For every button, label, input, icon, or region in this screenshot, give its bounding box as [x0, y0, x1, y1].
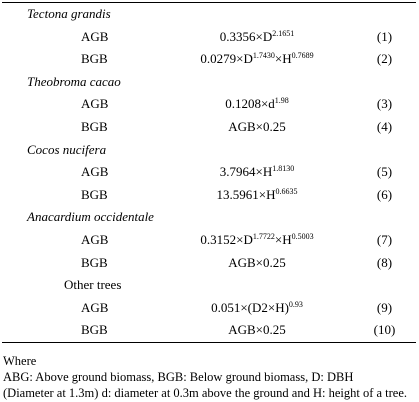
- equation-number: (9): [376, 299, 393, 315]
- biomass-type: AGB: [81, 96, 109, 112]
- species-name: Cocos nucifera: [27, 141, 107, 157]
- equation-number: (3): [376, 96, 393, 112]
- species-row: Cocos nucifera: [2, 139, 416, 161]
- equation-row: AGB 0.051×(D2×H)0.93 (9): [2, 297, 416, 319]
- equation-number: (4): [376, 119, 393, 134]
- equation-number: (6): [376, 186, 393, 202]
- equation-term: 0.051×(D2×H): [211, 299, 289, 315]
- equation-number: (1): [376, 28, 393, 44]
- table-top-border: [2, 2, 416, 3]
- equation-term: 3.7964×H: [219, 164, 273, 180]
- equation: AGB×0.25: [182, 322, 332, 338]
- biomass-type: AGB: [81, 232, 109, 247]
- equation-row: AGB 0.1208×d1.98 (3): [2, 93, 416, 115]
- species-name: Anacardium occidentale: [27, 209, 154, 225]
- equation-number: (8): [376, 254, 393, 270]
- equations-table: Tectona grandis AGB 0.3356×D2.1651 (1) BGB 0.…: [2, 2, 416, 343]
- equation-term: 0.3356×D: [219, 28, 273, 44]
- equation: 0.0279×D1.7430×H0.7689: [182, 51, 332, 67]
- species-row: Tectona grandis: [2, 3, 416, 25]
- equation-term: 0.3152×D: [200, 232, 253, 247]
- equation-exponent: 1.7430: [252, 51, 275, 61]
- equation-term: AGB×0.25: [228, 254, 286, 270]
- biomass-type: AGB: [81, 164, 109, 180]
- equation-row: AGB 0.3356×D2.1651 (1): [2, 26, 416, 48]
- equation-exponent: 2.1651: [272, 28, 295, 38]
- notes-line-1: ABG: Above ground biomass, BGB: Below gr…: [3, 370, 354, 384]
- species-name: Tectona grandis: [27, 6, 111, 21]
- equation-row: BGB 13.5961×H0.6635 (6): [2, 184, 416, 206]
- equation: 0.051×(D2×H)0.93: [182, 300, 332, 316]
- equation-number: (2): [376, 51, 393, 67]
- biomass-type: BGB: [81, 51, 108, 67]
- species-name: Theobroma cacao: [27, 73, 121, 89]
- equation-term: 0.1208×d: [225, 96, 275, 112]
- table-notes: Where ABG: Above ground biomass, BGB: Be…: [3, 353, 417, 401]
- equation-exponent: 0.93: [288, 299, 303, 309]
- equation-term: 13.5961×H: [216, 186, 276, 202]
- equation: AGB×0.25: [182, 255, 332, 271]
- equation-row: AGB 3.7964×H1.8130 (5): [2, 161, 416, 183]
- biomass-type: BGB: [81, 322, 108, 338]
- equation-exponent: 0.7689: [291, 51, 314, 61]
- equation-row: BGB AGB×0.25 (4): [2, 116, 416, 138]
- equation-number: (5): [376, 164, 393, 180]
- notes-line-2: (Diameter at 1.3m) d: diameter at 0.3m a…: [3, 386, 408, 400]
- equation-row: BGB 0.0279×D1.7430×H0.7689 (2): [2, 48, 416, 70]
- notes-where: Where: [3, 354, 37, 368]
- biomass-type: BGB: [81, 254, 108, 270]
- equation: 13.5961×H0.6635: [182, 187, 332, 203]
- equation-term: 0.0279×D: [200, 51, 253, 67]
- equation-exponent: 1.7722: [252, 232, 275, 241]
- equation-term: ×H: [274, 51, 292, 67]
- table-bottom-border: [2, 342, 416, 343]
- equation: 0.1208×d1.98: [182, 96, 332, 112]
- equation: 0.3152×D1.7722×H0.5003: [182, 232, 332, 248]
- equation-exponent: 1.98: [274, 96, 289, 106]
- equation-exponent: 0.6635: [275, 186, 298, 196]
- equation-row: BGB AGB×0.25 (8): [2, 252, 416, 274]
- equation: AGB×0.25: [182, 119, 332, 135]
- equation-number: (7): [376, 232, 393, 247]
- equation-term: AGB×0.25: [228, 119, 286, 134]
- species-row: Other trees: [2, 274, 416, 296]
- species-row: Theobroma cacao: [2, 71, 416, 93]
- equation-row: AGB 0.3152×D1.7722×H0.5003 (7): [2, 229, 416, 251]
- species-row: Anacardium occidentale: [2, 206, 416, 228]
- equation-exponent: 0.5003: [291, 232, 314, 241]
- biomass-type: BGB: [81, 119, 108, 134]
- biomass-type: AGB: [81, 299, 109, 315]
- equation-row: BGB AGB×0.25 (10): [2, 319, 416, 341]
- equation-number: (10): [373, 322, 396, 338]
- equation-term: ×H: [274, 232, 292, 247]
- equation-exponent: 1.8130: [272, 164, 295, 174]
- equation: 0.3356×D2.1651: [182, 29, 332, 45]
- equation: 3.7964×H1.8130: [182, 164, 332, 180]
- biomass-type: BGB: [81, 186, 108, 202]
- biomass-type: AGB: [81, 28, 109, 44]
- equation-term: AGB×0.25: [228, 322, 286, 338]
- species-name: Other trees: [64, 277, 122, 293]
